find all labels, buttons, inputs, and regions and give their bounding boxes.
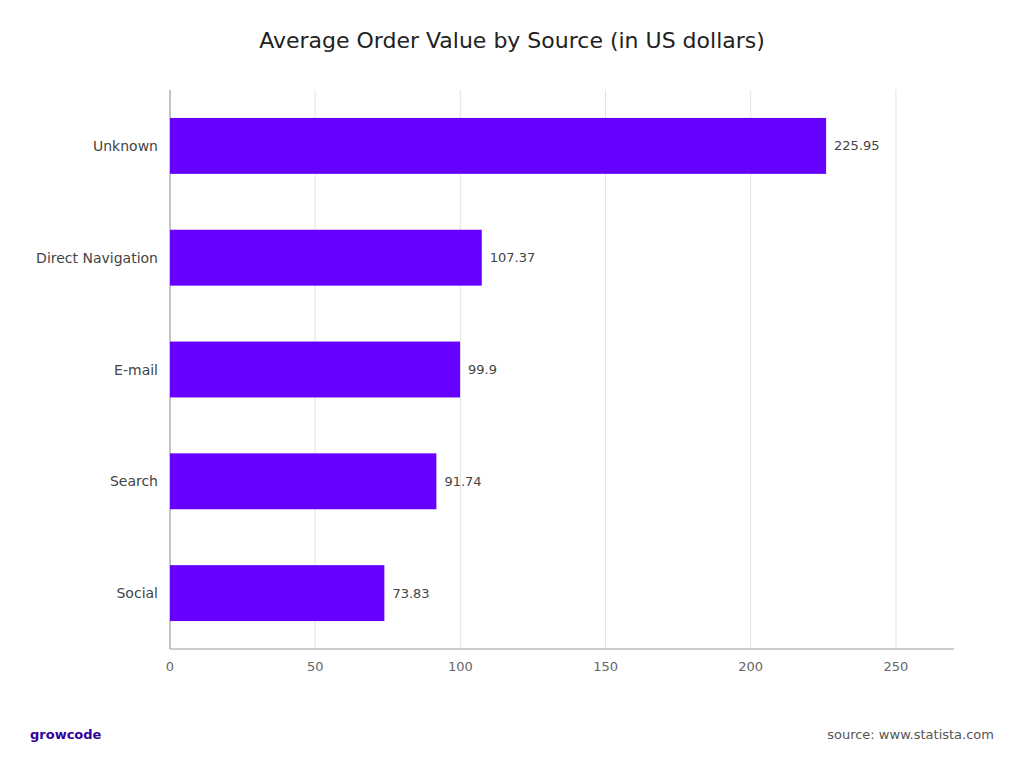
category-label: Social bbox=[116, 585, 158, 601]
chart: Average Order Value by Source (in US dol… bbox=[0, 0, 1024, 759]
category-label: Unknown bbox=[93, 138, 158, 154]
x-tick-label: 0 bbox=[166, 659, 174, 674]
x-tick-label: 150 bbox=[593, 659, 618, 674]
data-label: 73.83 bbox=[392, 586, 429, 601]
grid-line bbox=[895, 90, 896, 649]
bar bbox=[170, 118, 826, 174]
data-label: 91.74 bbox=[444, 474, 481, 489]
category-label: E-mail bbox=[114, 362, 158, 378]
source-note: source: www.statista.com bbox=[827, 727, 994, 742]
x-axis-line bbox=[170, 649, 954, 650]
data-label: 107.37 bbox=[490, 250, 535, 265]
x-tick-label: 50 bbox=[307, 659, 324, 674]
title: Average Order Value by Source (in US dol… bbox=[259, 28, 765, 53]
grid bbox=[170, 90, 896, 649]
data-label: 99.9 bbox=[468, 362, 497, 377]
x-tick-label: 100 bbox=[448, 659, 473, 674]
bar bbox=[170, 453, 436, 509]
x-tick-label: 250 bbox=[884, 659, 909, 674]
brand-note: growcode bbox=[30, 727, 102, 742]
category-label: Search bbox=[110, 473, 158, 489]
data-label: 225.95 bbox=[834, 138, 880, 153]
category-label: Direct Navigation bbox=[36, 250, 158, 266]
x-tick-label: 200 bbox=[738, 659, 763, 674]
background bbox=[0, 0, 1024, 759]
bar bbox=[170, 342, 460, 398]
bars bbox=[170, 118, 826, 621]
bar bbox=[170, 230, 482, 286]
bar bbox=[170, 565, 384, 621]
